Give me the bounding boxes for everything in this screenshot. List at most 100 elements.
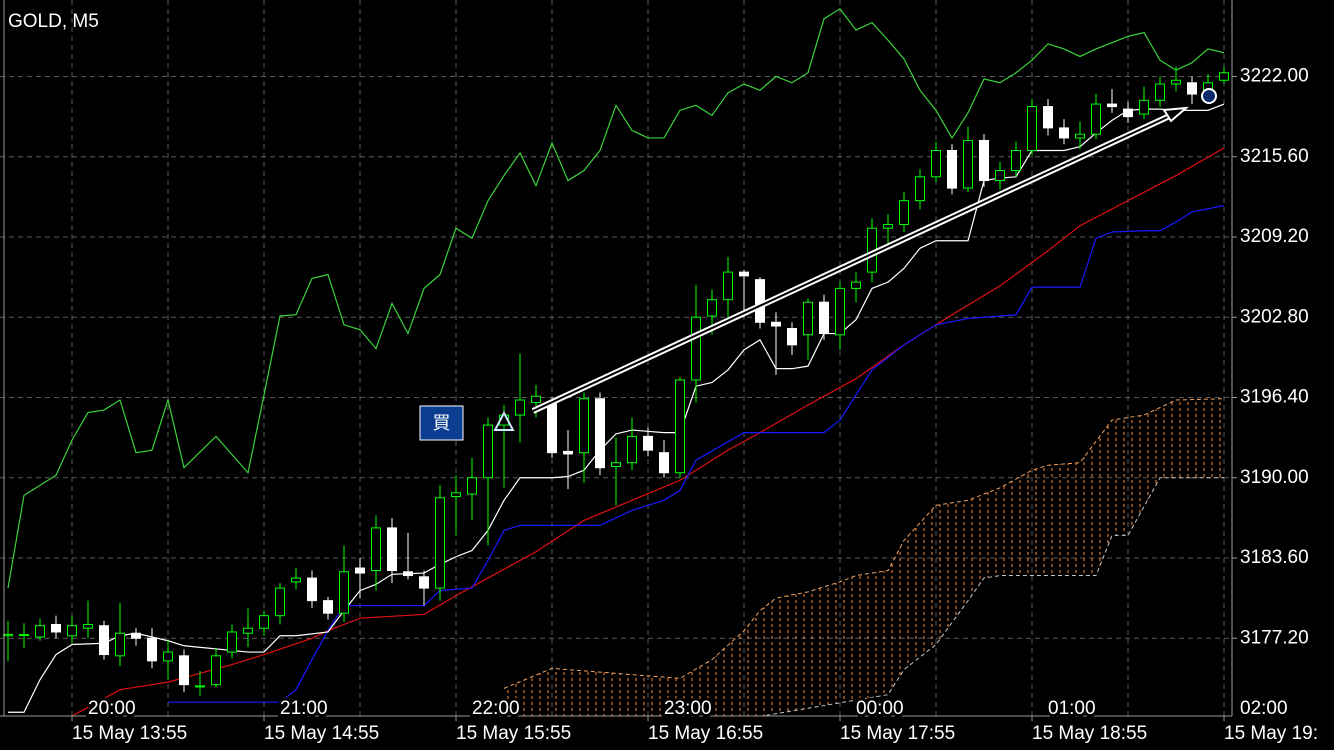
candle-body (819, 301, 829, 335)
candle-body (563, 450, 573, 455)
candle-body (35, 625, 45, 638)
candle-body (723, 271, 733, 301)
candle-body (211, 655, 221, 686)
candle-body (691, 316, 701, 381)
candle-body (915, 176, 925, 202)
candle-body (627, 435, 637, 464)
indicator-line (71, 147, 1225, 716)
time-tick-label: 20:00 (88, 698, 136, 719)
y-tick-label: 3209.20 (1240, 226, 1309, 247)
candle-body (483, 424, 493, 479)
candle-body (755, 279, 765, 323)
candle-body (835, 287, 845, 336)
x-tick-label: 15 May 17:55 (840, 723, 955, 744)
candle-body (163, 651, 173, 662)
time-tick-label: 23:00 (664, 698, 712, 719)
candle-body (995, 170, 1005, 182)
y-tick-label: 3222.00 (1240, 66, 1309, 87)
time-tick-label: 02:00 (1240, 698, 1288, 719)
y-tick-label: 3183.60 (1240, 547, 1309, 568)
candle-body (227, 631, 237, 653)
cloud-fill (504, 398, 1224, 716)
arrow-shaft-inner (532, 112, 1177, 412)
candle-body (419, 576, 429, 589)
candle-body (659, 452, 669, 474)
chart-title: GOLD, M5 (8, 11, 99, 32)
signal-circle (1201, 88, 1217, 104)
plot-area (3, 7, 1229, 716)
indicator-line (168, 205, 1225, 703)
candle-body (771, 321, 781, 327)
y-tick-label: 3202.80 (1240, 306, 1309, 327)
candle-body (787, 328, 797, 346)
candle-body (339, 571, 349, 614)
candle-body (1171, 79, 1181, 85)
time-tick-label: 21:00 (280, 698, 328, 719)
candle-body (707, 299, 717, 317)
candle-body (739, 271, 749, 277)
candle-body (19, 633, 29, 636)
candle-body (291, 577, 301, 583)
candle-body (1075, 133, 1085, 139)
candle-body (275, 587, 285, 617)
candle-body (595, 398, 605, 469)
x-tick-label: 15 May 13:55 (72, 723, 187, 744)
buy-box (419, 405, 464, 441)
x-tick-label: 15 May 14:55 (264, 723, 379, 744)
candle-body (259, 615, 269, 629)
x-tick-label: 15 May 16:55 (648, 723, 763, 744)
candle-body (131, 632, 141, 639)
candle-body (323, 600, 333, 614)
candle-body (1027, 106, 1037, 151)
y-tick-label: 3190.00 (1240, 467, 1309, 488)
candle-body (243, 627, 253, 634)
candle-body (451, 492, 461, 498)
candle-body (83, 623, 93, 629)
candle-body (307, 577, 317, 602)
candle-body (1139, 99, 1149, 115)
candle-body (3, 633, 13, 637)
axes: 3222.00 3215.60 3209.20 3202.80 3196.40 3190.… (71, 66, 1318, 744)
candle-body (115, 632, 125, 657)
candle-body (1123, 108, 1133, 118)
candle-body (435, 497, 445, 589)
candle-body (51, 623, 61, 633)
candle-body (579, 398, 589, 454)
candle-body (371, 527, 381, 572)
candle-body (1219, 72, 1229, 81)
indicator-line (8, 103, 1225, 713)
candle-body (403, 571, 413, 577)
candle-body (1043, 106, 1053, 129)
candle-body (1091, 103, 1101, 135)
candle-body (67, 625, 77, 637)
candle-body (179, 655, 189, 686)
candle-body (515, 399, 525, 416)
y-tick-label: 3215.60 (1240, 146, 1309, 167)
trend-arrow (531, 106, 1190, 414)
indicator-line (7, 7, 1225, 589)
candle-body (931, 149, 941, 178)
candle-body (643, 435, 653, 451)
candle-body (387, 527, 397, 572)
x-tick-label: 15 May 19: (1224, 723, 1318, 744)
candle-body (611, 462, 621, 467)
time-tick-label: 00:00 (856, 698, 904, 719)
candle-body (1107, 103, 1117, 108)
cloud-span-a (503, 398, 1225, 689)
cloud-span-b (759, 477, 1224, 716)
candle-body (899, 200, 909, 225)
candle-body (355, 567, 365, 574)
buy-marker: 買 (419, 405, 464, 441)
candle-body (963, 139, 973, 189)
candle-body (147, 637, 157, 662)
candle-body (675, 379, 685, 474)
candle-body (1187, 82, 1197, 95)
candle-body (547, 402, 557, 454)
candle-body (979, 139, 989, 182)
candle-body (883, 223, 893, 229)
candle-body (1011, 149, 1021, 172)
x-tick-label: 15 May 18:55 (1032, 723, 1147, 744)
